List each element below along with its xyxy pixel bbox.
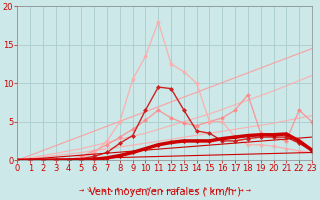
Text: → ↘ ↘ ↘ ↘ ↑ ↗ ↘ ↗ ↗ → ↘ → ↘ ↘ ↘ ↙ ↗ ↘ ↘ ↗ → → →: → ↘ ↘ ↘ ↘ ↑ ↗ ↘ ↗ ↗ → ↘ → ↘ ↘ ↘ ↙ ↗ ↘ ↘ … xyxy=(79,188,251,193)
X-axis label: Vent moyen/en rafales ( km/h ): Vent moyen/en rafales ( km/h ) xyxy=(89,187,241,197)
